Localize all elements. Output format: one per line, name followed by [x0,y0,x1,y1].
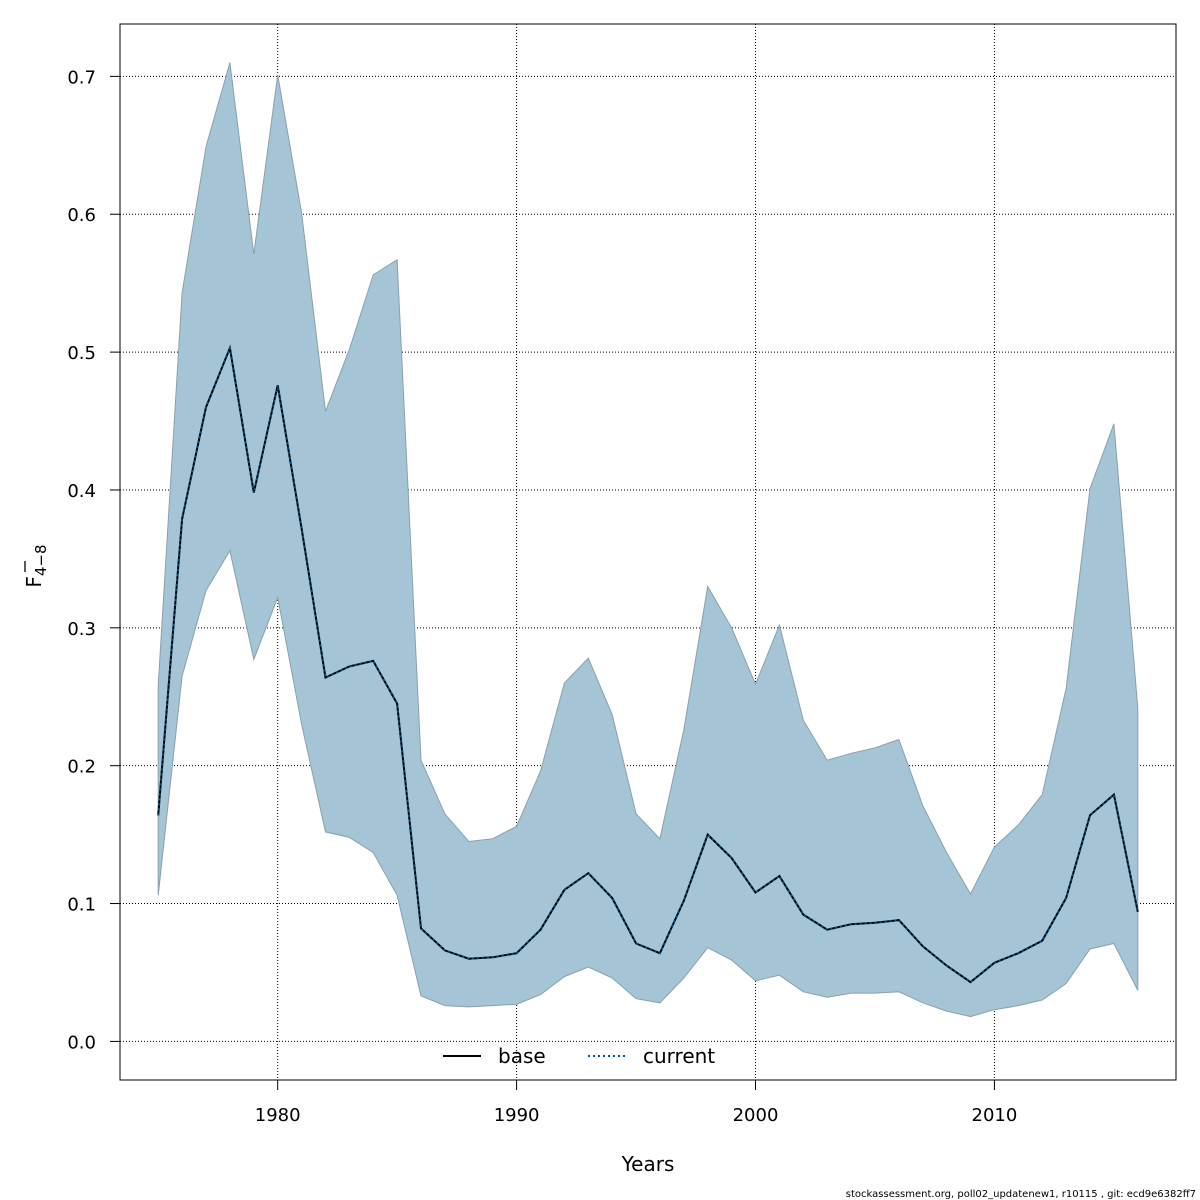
x-tick-label: 1990 [494,1105,540,1126]
legend-label-current: current [643,1044,715,1068]
y-axis-title-main: F [22,576,46,588]
y-tick-label: 0.4 [67,481,96,502]
y-tick-label: 0.5 [67,343,96,364]
y-tick-label: 0.2 [67,757,96,778]
series-line-base [157,344,1139,984]
confidence-band [157,62,1139,1018]
y-tick-label: 0.3 [67,619,96,640]
footer-note: stockassessment.org, poll02_updatenew1, … [846,1189,1196,1200]
y-axis-title: F4−8 [22,544,50,587]
x-tick-label: 2010 [972,1105,1018,1126]
y-tick-label: 0.0 [67,1032,96,1053]
x-tick-label: 2000 [733,1105,779,1126]
legend-label-base: base [498,1044,546,1068]
x-axis-title: Years [621,1152,675,1176]
y-axis-title-subscript: 4−8 [32,544,50,576]
svg-text:F4−8: F4−8 [22,544,50,587]
y-tick-label: 0.6 [67,205,96,226]
y-tick-label: 0.1 [67,895,96,916]
y-axis: 0.0 0.1 0.2 0.3 0.4 0.5 0.6 0.7 [67,67,120,1053]
x-tick-label: 1980 [255,1105,301,1126]
x-axis: 1980 1990 2000 2010 [255,1080,1018,1126]
plot-frame [119,23,1177,1081]
y-tick-label: 0.7 [67,67,96,88]
legend: base current [443,1044,715,1068]
